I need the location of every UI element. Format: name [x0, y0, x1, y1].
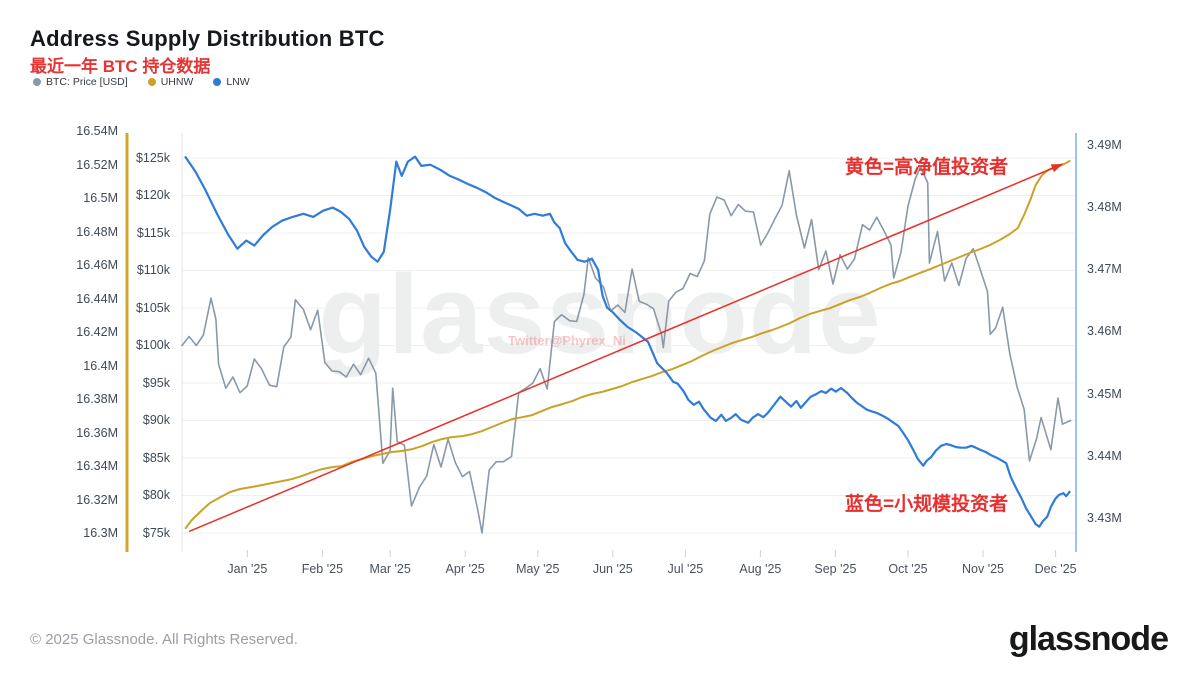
- uhnw-axis-tick-label: 16.52M: [76, 157, 118, 172]
- x-axis-tick-label: May '25: [516, 562, 560, 576]
- uhnw-dot-icon: [147, 78, 156, 86]
- series-line-lnw: [184, 155, 1071, 528]
- price-axis-tick-label: $105k: [135, 300, 170, 315]
- price-axis-tick-label: $90k: [142, 413, 170, 428]
- page-title: Address Supply Distribution BTC: [30, 26, 385, 51]
- uhnw-axis-tick-label: 16.3M: [83, 526, 118, 541]
- glassnode-logo: glassnode: [1008, 620, 1169, 658]
- price-axis-tick-label: $125k: [135, 150, 170, 165]
- x-axis-tick-label: Feb '25: [301, 562, 344, 576]
- lnw-axis-tick-label: 3.48M: [1087, 199, 1122, 214]
- x-axis-tick-label: Sep '25: [814, 562, 857, 576]
- uhnw-axis-tick-label: 16.46M: [76, 258, 118, 273]
- legend-label: BTC: Price [USD]: [46, 76, 128, 88]
- uhnw-axis-tick-label: 16.48M: [76, 224, 118, 239]
- uhnw-axis-tick-label: 16.38M: [76, 392, 118, 407]
- lnw-axis-tick-label: 3.47M: [1087, 262, 1122, 277]
- page-subtitle: 最近一年 BTC 持仓数据: [30, 57, 211, 76]
- uhnw-axis-tick-label: 16.5M: [83, 191, 118, 206]
- x-axis-tick-label: Nov '25: [962, 562, 1005, 576]
- price-axis-tick-label: $95k: [142, 375, 170, 390]
- lnw-axis-tick-label: 3.49M: [1087, 137, 1122, 152]
- price-axis-tick-label: $110k: [136, 263, 170, 278]
- uhnw-axis-tick-label: 16.36M: [76, 425, 118, 440]
- legend-label: UHNW: [160, 76, 194, 88]
- annotation-uhnw: 黄色=高净值投资者: [845, 157, 1009, 178]
- lnw-axis-tick-label: 3.46M: [1087, 324, 1122, 339]
- price-axis-tick-label: $115k: [136, 225, 170, 240]
- lnw-dot-icon: [213, 78, 222, 86]
- trend-arrow-icon: [1050, 163, 1063, 173]
- uhnw-axis-tick-label: 16.4M: [83, 358, 118, 373]
- legend: BTC: Price [USD] UHNW LNW: [33, 76, 250, 88]
- legend-item-uhnw[interactable]: UHNW: [147, 76, 194, 88]
- x-axis-tick-label: Jul '25: [667, 562, 704, 576]
- uhnw-axis-tick-label: 16.42M: [76, 325, 118, 340]
- annotation-lnw: 蓝色=小规模投资者: [845, 494, 1009, 515]
- trend-line: [188, 163, 1063, 533]
- price-axis-tick-label: $100k: [135, 338, 170, 353]
- x-axis-tick-label: Jan '25: [227, 562, 268, 576]
- uhnw-axis-tick-label: 16.44M: [76, 291, 118, 306]
- uhnw-axis-tick-label: 16.54M: [76, 124, 118, 138]
- price-axis-tick-label: $80k: [142, 488, 170, 503]
- uhnw-axis-tick-label: 16.32M: [76, 492, 118, 507]
- lnw-axis-tick-label: 3.45M: [1087, 386, 1122, 401]
- series-line-uhnw: [184, 160, 1071, 530]
- btc-price-dot-icon: [33, 78, 41, 86]
- x-axis-tick-label: Aug '25: [739, 562, 782, 576]
- legend-label: LNW: [226, 76, 250, 88]
- price-axis-tick-label: $120k: [135, 188, 170, 203]
- legend-item-btc-price[interactable]: BTC: Price [USD]: [33, 76, 128, 88]
- x-axis-tick-label: Oct '25: [888, 562, 928, 576]
- x-axis-tick-label: Jun '25: [592, 562, 633, 576]
- lnw-axis-tick-label: 3.43M: [1087, 510, 1122, 525]
- price-axis-tick-label: $75k: [142, 525, 170, 540]
- price-axis-tick-label: $85k: [142, 450, 170, 465]
- lnw-axis-tick-label: 3.44M: [1087, 448, 1122, 463]
- series-line-btc-price-usd-: [181, 166, 1072, 534]
- x-axis-tick-label: Apr '25: [445, 562, 485, 576]
- x-axis-tick-label: Mar '25: [369, 562, 411, 576]
- copyright-text: © 2025 Glassnode. All Rights Reserved.: [30, 631, 298, 648]
- x-axis-tick-label: Dec '25: [1034, 562, 1077, 576]
- legend-item-lnw[interactable]: LNW: [213, 76, 250, 88]
- uhnw-axis-tick-label: 16.34M: [76, 459, 118, 474]
